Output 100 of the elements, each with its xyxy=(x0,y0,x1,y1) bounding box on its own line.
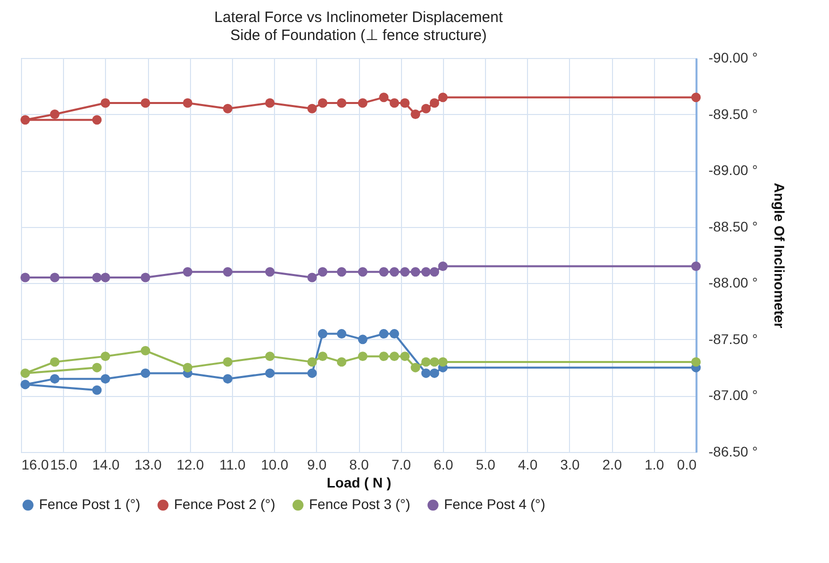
x-tick-label: 13.0 xyxy=(134,456,162,472)
point xyxy=(265,98,275,108)
legend-label: Fence Post 3 (°) xyxy=(309,496,410,512)
point xyxy=(100,374,110,384)
point xyxy=(50,357,60,367)
x-tick-label: 12.0 xyxy=(176,456,204,472)
point xyxy=(20,115,30,125)
point xyxy=(691,357,701,367)
point xyxy=(318,352,328,362)
y-tick-label: -86.50 ° xyxy=(708,444,758,460)
point xyxy=(358,352,368,362)
point xyxy=(390,329,400,339)
point xyxy=(140,346,150,356)
point xyxy=(307,272,317,282)
x-tick-label: 15.0 xyxy=(50,456,78,472)
y-tick-label: -89.50 ° xyxy=(708,106,758,122)
point xyxy=(100,98,110,108)
point xyxy=(691,262,701,271)
point xyxy=(92,362,102,372)
point xyxy=(182,267,192,277)
point xyxy=(307,104,317,114)
point xyxy=(336,98,346,108)
point xyxy=(358,334,368,344)
point xyxy=(318,98,328,108)
y-tick-label: -87.50 ° xyxy=(708,330,758,347)
point xyxy=(430,357,440,367)
point xyxy=(358,98,368,108)
point xyxy=(140,272,150,282)
y-axis-title: Angle Of Inclinometer xyxy=(772,182,788,329)
x-axis-title: Load ( N ) xyxy=(326,474,392,490)
y-tick-label: -87.00 ° xyxy=(708,387,758,404)
point xyxy=(318,329,328,339)
point xyxy=(307,357,317,367)
x-tick-label: 16.0 xyxy=(22,456,49,472)
x-tick-label: 4.0 xyxy=(518,456,538,472)
x-tick-label: 6.0 xyxy=(434,456,454,472)
point xyxy=(410,110,420,120)
point xyxy=(318,267,328,277)
point xyxy=(421,267,431,277)
chart-subtitle: Side of Foundation (⊥ fence structure) xyxy=(230,27,487,44)
x-tick-label: 10.0 xyxy=(261,456,288,472)
point xyxy=(100,272,110,282)
point xyxy=(421,104,431,114)
point xyxy=(430,368,440,378)
point xyxy=(307,368,317,378)
point xyxy=(400,267,410,277)
point xyxy=(379,329,389,339)
point xyxy=(92,385,102,395)
point xyxy=(140,98,150,108)
point xyxy=(421,357,431,367)
point xyxy=(379,267,389,277)
x-tick-label: 0.0 xyxy=(677,456,697,472)
legend-label: Fence Post 1 (°) xyxy=(39,496,140,512)
y-tick-label: -88.00 ° xyxy=(708,274,758,291)
point xyxy=(691,92,701,102)
point xyxy=(438,92,448,102)
x-tick-label: 11.0 xyxy=(219,456,246,472)
point xyxy=(358,267,368,277)
point xyxy=(390,98,400,108)
point xyxy=(379,352,389,362)
legend-label: Fence Post 4 (°) xyxy=(444,496,546,512)
point xyxy=(20,368,30,378)
point xyxy=(92,115,102,125)
point xyxy=(336,357,346,367)
chart-title: Lateral Force vs Inclinometer Displacement xyxy=(214,9,504,26)
point xyxy=(92,272,102,282)
point xyxy=(390,267,400,277)
point xyxy=(379,92,389,102)
point xyxy=(222,357,232,367)
y-tick-label: -89.00 ° xyxy=(708,162,758,178)
point xyxy=(410,362,420,372)
point xyxy=(438,262,448,271)
point xyxy=(20,272,30,282)
point xyxy=(421,368,431,378)
point xyxy=(390,352,400,362)
point xyxy=(336,329,346,339)
point xyxy=(50,272,60,282)
point xyxy=(336,267,346,277)
x-tick-label: 8.0 xyxy=(349,456,369,472)
point xyxy=(222,374,232,384)
point xyxy=(50,110,60,120)
legend-label: Fence Post 2 (°) xyxy=(174,496,276,512)
y-tick-label: -88.50 ° xyxy=(708,218,758,234)
point xyxy=(400,98,410,108)
point xyxy=(20,380,30,390)
y-tick-label: -90.00 ° xyxy=(708,50,758,66)
point xyxy=(265,368,275,378)
point xyxy=(410,267,420,277)
point xyxy=(222,104,232,114)
x-tick-label: 3.0 xyxy=(560,456,580,472)
point xyxy=(400,352,410,362)
point xyxy=(222,267,232,277)
x-tick-label: 2.0 xyxy=(602,456,622,472)
x-tick-label: 9.0 xyxy=(307,456,327,472)
point xyxy=(100,352,110,362)
point xyxy=(430,267,440,277)
x-tick-label: 1.0 xyxy=(644,456,664,472)
point xyxy=(140,368,150,378)
x-tick-label: 14.0 xyxy=(92,456,120,472)
x-tick-label: 7.0 xyxy=(391,456,412,472)
